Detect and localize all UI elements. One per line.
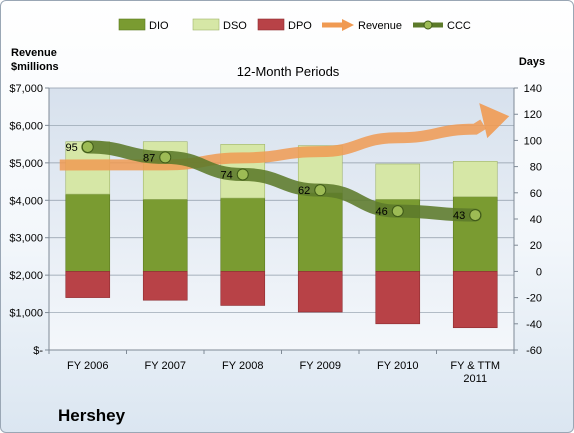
- bar-dso: [452, 161, 498, 198]
- left-tick-label: $4,000: [9, 195, 43, 207]
- x-tick-label: FY 2008: [222, 360, 263, 372]
- ccc-data-label: 43: [453, 210, 465, 222]
- legend-label-dso: DSO: [223, 20, 247, 32]
- revenue-line: [59, 119, 487, 171]
- right-tick-label: 60: [530, 188, 542, 200]
- legend-swatch-dio: [118, 18, 146, 31]
- legend-arrowhead-revenue: [342, 19, 354, 31]
- x-tick-label: FY 2009: [300, 360, 341, 372]
- right-tick-label: 140: [524, 83, 542, 95]
- bar-dpo: [142, 271, 188, 301]
- bars-layer: [65, 141, 498, 329]
- bar-dio: [297, 192, 343, 272]
- bar-dio: [220, 197, 266, 272]
- bar-dio: [452, 196, 498, 272]
- bar-dpo: [220, 271, 266, 306]
- bar-dio: [142, 199, 188, 272]
- axes-layer: $- $1,000 $2,000 $3,000 $4,000 $5,000 $6,000 $7…: [9, 83, 542, 385]
- left-tick-label: $3,000: [9, 233, 43, 245]
- left-tick-label: $-: [33, 345, 43, 357]
- revenue-layer: [59, 103, 510, 171]
- bar-dpo: [375, 271, 421, 325]
- left-tick-label: $7,000: [9, 83, 43, 95]
- right-tick-label: 100: [524, 135, 542, 147]
- revenue-arrowhead: [479, 103, 510, 139]
- legend-swatch-dso: [192, 18, 220, 31]
- legend-marker-ccc: [423, 20, 433, 30]
- ccc-data-label: 95: [66, 142, 78, 154]
- legend-label-revenue: Revenue: [358, 20, 402, 32]
- ccc-marker: [314, 184, 327, 197]
- company-name: Hershey: [58, 406, 126, 425]
- ccc-data-label: 46: [376, 206, 388, 218]
- right-tick-label: 0: [536, 266, 542, 278]
- x-tick-label: FY 2007: [145, 360, 186, 372]
- legend-swatch-dpo: [257, 18, 285, 31]
- x-tick-label: FY & TTM 2011: [450, 360, 500, 385]
- right-tick-label: -20: [526, 293, 542, 305]
- bar-dso: [375, 163, 421, 200]
- ccc-marker: [469, 209, 482, 222]
- legend: DIO DSO DPO Revenue CCC: [118, 18, 471, 32]
- left-tick-label: $5,000: [9, 158, 43, 170]
- ccc-line: [81, 140, 482, 222]
- left-tick-label: $1,000: [9, 308, 43, 320]
- right-tick-label: 120: [524, 109, 542, 121]
- right-tick-label: 80: [530, 162, 542, 174]
- left-tick-label: $6,000: [9, 120, 43, 132]
- legend-label-dpo: DPO: [288, 20, 312, 32]
- bar-dpo: [65, 271, 111, 298]
- ccc-marker: [81, 140, 94, 153]
- right-tick-label: -40: [526, 319, 542, 331]
- right-tick-label: 20: [530, 240, 542, 252]
- bar-dpo: [452, 271, 498, 329]
- ccc-marker: [391, 205, 404, 218]
- right-tick-label: -60: [526, 345, 542, 357]
- ccc-data-label: 87: [143, 152, 155, 164]
- ccc-data-label: 62: [298, 185, 310, 197]
- right-tick-label: 40: [530, 214, 542, 226]
- ccc-data-label: 74: [221, 169, 233, 181]
- ccc-layer: 95 87 74 62 46 43: [66, 140, 482, 222]
- x-tick-label: FY 2010: [377, 360, 418, 372]
- ccc-marker: [236, 168, 249, 181]
- left-axis-title: Revenue $millions: [11, 47, 59, 73]
- x-tick-label: FY 2006: [67, 360, 108, 372]
- chart-title: 12-Month Periods: [237, 64, 340, 79]
- bar-dpo: [297, 271, 343, 313]
- left-tick-label: $2,000: [9, 270, 43, 282]
- ccc-marker: [159, 151, 172, 164]
- legend-label-dio: DIO: [149, 20, 169, 32]
- legend-label-ccc: CCC: [447, 20, 471, 32]
- bar-dio: [65, 193, 111, 272]
- right-axis-title: Days: [519, 56, 545, 68]
